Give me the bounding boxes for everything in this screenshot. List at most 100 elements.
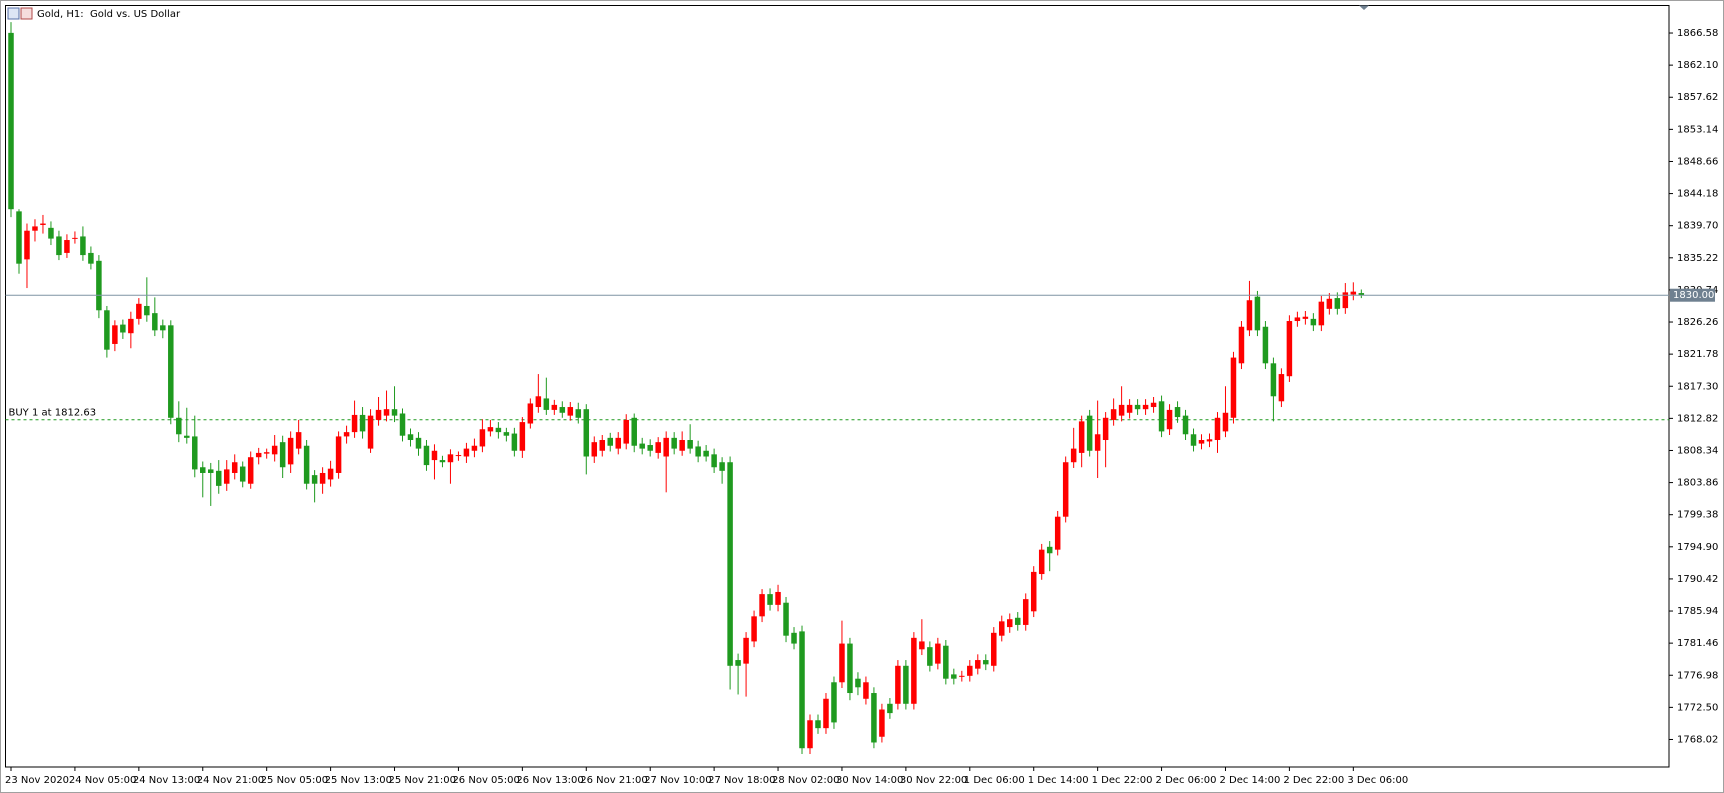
x-tick-label: 25 Nov 21:00 xyxy=(389,775,456,786)
candle-body xyxy=(192,436,198,470)
candle-body xyxy=(1318,301,1325,326)
candle-body xyxy=(447,454,454,463)
candle-body xyxy=(759,594,765,617)
candle-body xyxy=(911,637,917,704)
chart-title: Gold, H1: Gold vs. US Dollar xyxy=(37,9,181,20)
candle-body xyxy=(551,404,558,410)
candle-body xyxy=(1278,374,1285,402)
y-tick-label: 1853.14 xyxy=(1677,124,1718,135)
candle-body xyxy=(855,678,861,688)
candle-body xyxy=(831,682,837,723)
candle-body xyxy=(303,445,310,484)
candle-body xyxy=(703,450,709,457)
candle-body xyxy=(343,432,350,437)
candle-body xyxy=(807,720,813,749)
candle-body xyxy=(783,602,789,636)
x-tick-label: 24 Nov 21:00 xyxy=(197,775,264,786)
x-tick-label: 24 Nov 05:00 xyxy=(69,775,136,786)
candle-body xyxy=(1126,404,1133,413)
candle-body xyxy=(287,437,294,465)
candle-body xyxy=(1206,439,1213,442)
candle-body xyxy=(1222,412,1229,432)
candle-body xyxy=(255,452,262,458)
x-tick-label: 24 Nov 13:00 xyxy=(133,775,200,786)
candle-body xyxy=(223,469,230,484)
y-tick-label: 1826.26 xyxy=(1677,317,1718,328)
candle-body xyxy=(951,674,957,679)
candle-body xyxy=(591,442,598,457)
candle-body xyxy=(88,252,94,264)
y-tick-label: 1799.38 xyxy=(1677,510,1718,521)
candle-body xyxy=(383,409,390,416)
candle-body xyxy=(208,469,214,473)
candle-body xyxy=(1174,407,1181,418)
candle-body xyxy=(519,422,526,451)
candle-body xyxy=(535,396,542,408)
candle-body xyxy=(32,226,38,231)
candle-body xyxy=(1134,404,1141,410)
candle-body xyxy=(168,325,174,418)
candle-body xyxy=(935,643,941,664)
y-tick-label: 1772.50 xyxy=(1677,702,1718,713)
candle-body xyxy=(184,435,190,438)
candle-body xyxy=(695,446,701,457)
y-tick-label: 1866.58 xyxy=(1677,28,1718,39)
candle-body xyxy=(463,448,470,457)
candle-body xyxy=(1334,298,1341,309)
candle-body xyxy=(671,437,677,449)
candle-body xyxy=(1238,326,1245,364)
candle-body xyxy=(295,432,302,449)
x-tick-label: 1 Dec 22:00 xyxy=(1092,775,1153,786)
candle-body xyxy=(791,632,797,644)
candle-body xyxy=(1214,417,1221,441)
candle-body xyxy=(631,417,637,446)
y-tick-label: 1812.82 xyxy=(1677,413,1718,424)
y-tick-label: 1785.94 xyxy=(1677,606,1718,617)
candle-body xyxy=(1014,617,1021,625)
candle-body xyxy=(439,460,446,463)
candle-body xyxy=(72,237,78,239)
candle-body xyxy=(687,440,693,449)
candle-body xyxy=(1254,296,1261,331)
candle-body xyxy=(144,305,150,316)
candle-body xyxy=(8,32,14,210)
candle-body xyxy=(767,594,773,605)
y-tick-label: 1848.66 xyxy=(1677,156,1718,167)
candle-body xyxy=(407,434,414,441)
x-tick-label: 2 Dec 06:00 xyxy=(1156,775,1217,786)
candle-body xyxy=(1230,357,1237,418)
y-tick-label: 1835.22 xyxy=(1677,253,1718,264)
y-tick-label: 1808.34 xyxy=(1677,445,1718,456)
price-label: 1830.00 xyxy=(1673,290,1714,301)
candle-body xyxy=(607,437,613,446)
candle-body xyxy=(1302,316,1309,319)
candle-body xyxy=(1342,292,1349,309)
candle-body xyxy=(1190,434,1197,446)
candle-body xyxy=(887,703,893,714)
candle-body xyxy=(136,303,142,319)
candle-body xyxy=(160,325,166,331)
y-tick-label: 1857.62 xyxy=(1677,92,1718,103)
x-tick-label: 27 Nov 10:00 xyxy=(644,775,711,786)
shift-marker xyxy=(1359,5,1369,10)
candle-body xyxy=(239,466,246,482)
candle-body xyxy=(335,436,342,473)
candle-body xyxy=(1158,401,1165,432)
candle-body xyxy=(727,462,733,666)
candle-body xyxy=(967,665,973,676)
x-tick-label: 1 Dec 06:00 xyxy=(964,775,1025,786)
candle-body xyxy=(16,211,22,264)
order-label: BUY 1 at 1812.63 xyxy=(9,408,97,419)
candle-body xyxy=(647,445,653,451)
candle-body xyxy=(839,643,845,683)
candle-body xyxy=(64,240,70,253)
candle-body xyxy=(1046,546,1053,554)
x-tick-label: 2 Dec 22:00 xyxy=(1283,775,1344,786)
y-tick-label: 1781.46 xyxy=(1677,638,1718,649)
candle-body xyxy=(943,645,949,679)
candle-body xyxy=(1054,516,1061,550)
candle-body xyxy=(359,414,366,432)
y-tick-label: 1862.10 xyxy=(1677,60,1718,71)
candle-body xyxy=(24,230,30,260)
